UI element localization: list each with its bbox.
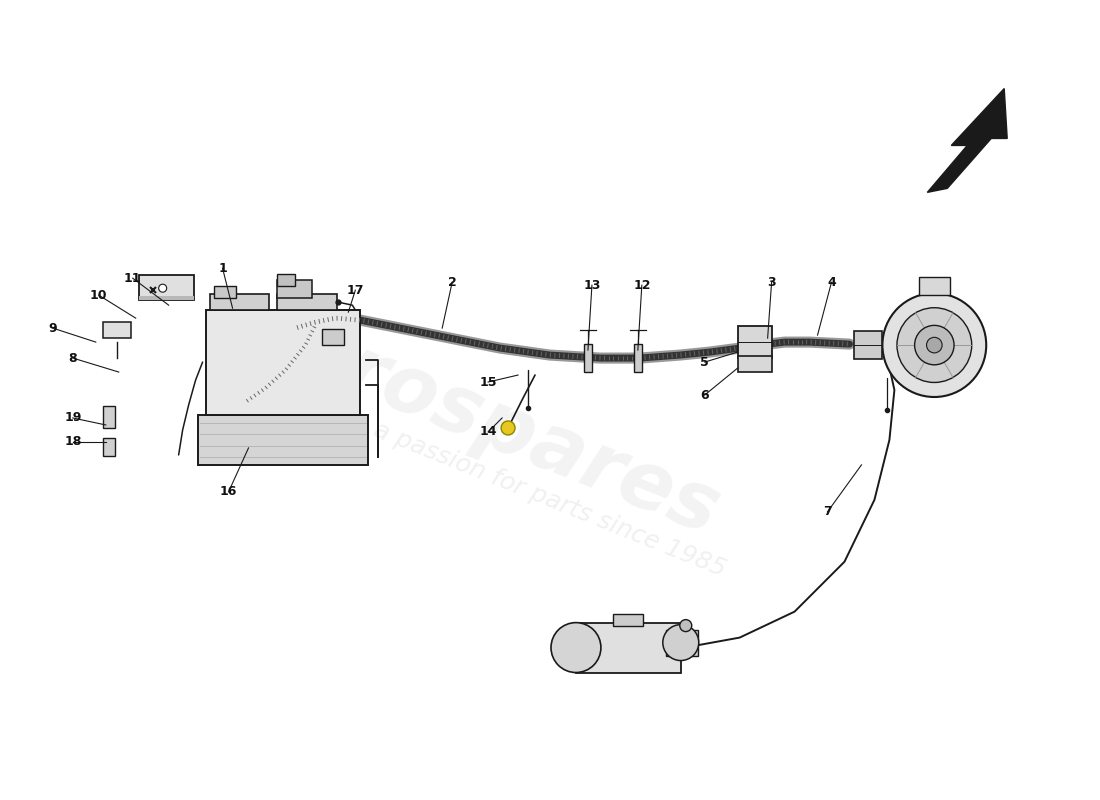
Circle shape bbox=[680, 620, 692, 631]
Text: 18: 18 bbox=[64, 435, 81, 449]
Bar bbox=[277, 274, 296, 286]
Polygon shape bbox=[927, 89, 1008, 192]
Text: 10: 10 bbox=[90, 289, 108, 302]
Bar bbox=[738, 356, 771, 372]
Circle shape bbox=[158, 284, 167, 292]
Bar bbox=[855, 331, 882, 359]
Text: 4: 4 bbox=[827, 276, 836, 289]
Text: eurospares: eurospares bbox=[230, 289, 730, 551]
Bar bbox=[213, 286, 235, 298]
Bar bbox=[918, 278, 950, 295]
Bar bbox=[277, 280, 312, 298]
Text: 15: 15 bbox=[480, 375, 497, 389]
Bar bbox=[102, 322, 131, 338]
Circle shape bbox=[882, 293, 987, 397]
Circle shape bbox=[914, 326, 954, 365]
Bar bbox=[738, 326, 771, 358]
Text: 19: 19 bbox=[64, 411, 81, 425]
Circle shape bbox=[896, 308, 971, 382]
Text: 5: 5 bbox=[701, 355, 710, 369]
Bar bbox=[576, 622, 681, 673]
Bar bbox=[139, 275, 194, 300]
Bar bbox=[139, 296, 194, 300]
Bar bbox=[613, 614, 642, 626]
Polygon shape bbox=[584, 344, 592, 372]
Bar bbox=[102, 406, 114, 428]
Text: 9: 9 bbox=[48, 322, 57, 334]
Text: a passion for parts since 1985: a passion for parts since 1985 bbox=[371, 418, 729, 582]
Circle shape bbox=[502, 421, 515, 435]
Bar bbox=[322, 329, 344, 345]
Polygon shape bbox=[634, 344, 641, 372]
Text: 2: 2 bbox=[448, 276, 456, 289]
Circle shape bbox=[551, 622, 601, 673]
Text: 8: 8 bbox=[68, 351, 77, 365]
Bar bbox=[277, 294, 338, 310]
Bar bbox=[206, 310, 361, 415]
Text: 14: 14 bbox=[480, 426, 497, 438]
Bar bbox=[102, 438, 114, 456]
Text: 1: 1 bbox=[218, 262, 227, 274]
Bar bbox=[666, 630, 697, 655]
Text: 12: 12 bbox=[634, 278, 650, 292]
Text: 3: 3 bbox=[768, 276, 776, 289]
Bar bbox=[210, 294, 270, 310]
Text: 16: 16 bbox=[220, 486, 238, 498]
Bar bbox=[198, 415, 368, 465]
Text: 17: 17 bbox=[346, 284, 364, 297]
Text: 7: 7 bbox=[823, 506, 832, 518]
Circle shape bbox=[926, 338, 942, 353]
Text: 11: 11 bbox=[124, 272, 142, 285]
Text: 6: 6 bbox=[701, 389, 710, 402]
Text: 13: 13 bbox=[583, 278, 601, 292]
Circle shape bbox=[663, 625, 698, 661]
